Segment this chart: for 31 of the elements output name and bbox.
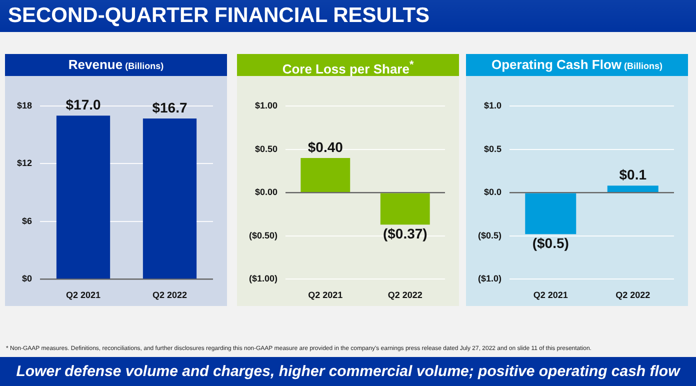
y-tick-label: $6	[22, 216, 32, 226]
chart-title: Operating Cash Flow (Billions)	[466, 54, 688, 76]
x-tick-label: Q2 2021	[66, 290, 101, 300]
y-tick-label: $0	[22, 274, 32, 284]
y-tick-label: $12	[16, 158, 32, 168]
y-tick-label: $0.0	[484, 187, 502, 198]
x-tick-label: Q2 2021	[308, 290, 343, 300]
y-tick-label: $0.00	[254, 187, 278, 198]
y-tick-label: ($0.5)	[478, 230, 502, 240]
data-label: $16.7	[152, 99, 188, 116]
y-tick-label: $1.00	[254, 100, 278, 110]
x-tick-label: Q2 2022	[388, 290, 422, 300]
x-tick-label: Q2 2022	[152, 290, 188, 300]
y-tick-label: $1.0	[484, 100, 502, 110]
text: Lower defense volume and charges, higher commercial volume; positive operating cash flow	[0, 357, 696, 386]
x-tick-label: Q2 2022	[616, 290, 650, 300]
x-tick-label: Q2 2021	[533, 290, 568, 300]
data-label: $0.1	[619, 166, 647, 183]
y-tick-label: ($1.00)	[248, 274, 278, 284]
data-label: ($0.37)	[382, 226, 428, 242]
data-label: $17.0	[66, 96, 101, 112]
y-tick-label: $0.50	[254, 144, 278, 154]
y-tick-label: $0.5	[484, 144, 502, 154]
data-label: ($0.5)	[532, 235, 569, 252]
y-tick-label: $18	[16, 100, 32, 110]
y-tick-label: ($1.0)	[478, 274, 502, 284]
text: SECOND-QUARTER FINANCIAL RESULTS	[0, 0, 696, 32]
chart-title: Revenue (Billions)	[5, 54, 227, 76]
chart-title: Core Loss per Share$^{*}$	[237, 54, 459, 76]
data-label: $0.40	[308, 138, 344, 155]
y-tick-label: ($0.50)	[248, 230, 278, 240]
